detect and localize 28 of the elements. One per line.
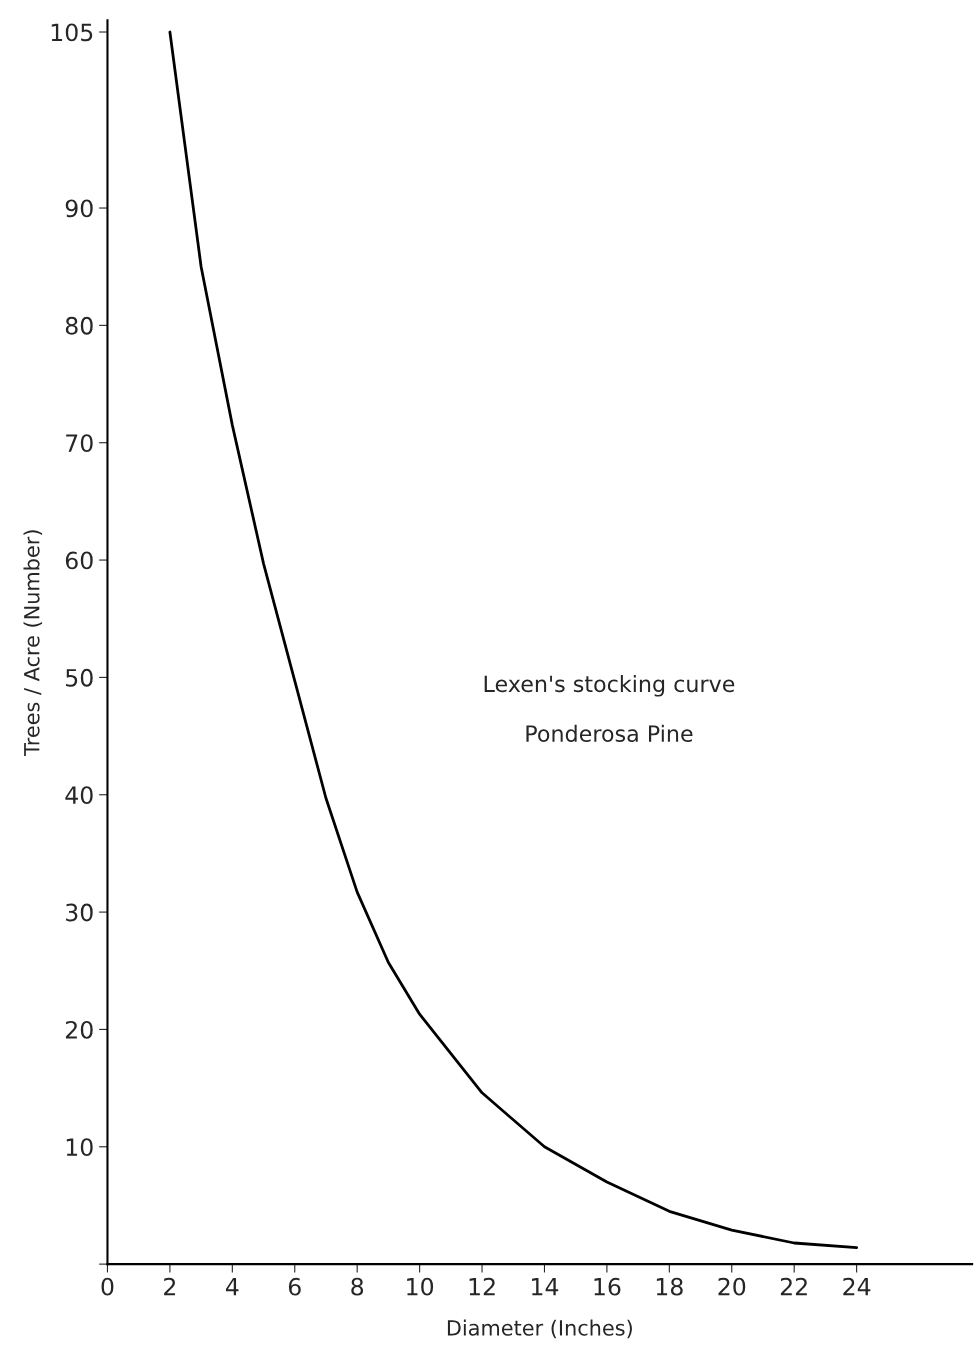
x-tick-label: 18 (656, 1277, 683, 1296)
y-tick-label: 90 (65, 199, 93, 218)
x-tick-label: 2 (164, 1277, 176, 1296)
x-tick-label: 24 (843, 1277, 871, 1296)
x-tick-label: 4 (225, 1278, 239, 1296)
x-tick-label: 6 (288, 1277, 301, 1296)
y-axis-title: Trees / Acre (Number) (23, 530, 43, 756)
x-tick-label: 14 (532, 1278, 559, 1296)
y-tick-label: 80 (65, 316, 93, 335)
y-tick-label: 50 (66, 668, 93, 687)
y-tick-label: 105 (51, 23, 93, 42)
y-tick-label: 30 (66, 903, 93, 922)
x-axis-title: Diameter (Inches) (447, 1319, 632, 1339)
x-tick-label: 8 (351, 1277, 364, 1296)
x-tick-label: 10 (407, 1277, 434, 1296)
x-tick-label: 16 (594, 1277, 621, 1296)
annotation: Ponderosa Pine (526, 724, 693, 743)
x-tick-label: 22 (780, 1277, 807, 1296)
y-tick-label: 60 (65, 551, 93, 570)
y-tick-label: 40 (65, 786, 93, 805)
line-series (168, 30, 859, 1250)
annotation: Lexen's stocking curve (484, 675, 735, 697)
y-tick-label: 70 (66, 434, 93, 453)
y-tick-label: 10 (66, 1138, 93, 1157)
x-tick-label: 0 (101, 1277, 114, 1296)
y-tick-label: 20 (65, 1020, 93, 1039)
x-tick-label: 12 (469, 1277, 495, 1296)
x-tick-label: 20 (718, 1277, 746, 1296)
